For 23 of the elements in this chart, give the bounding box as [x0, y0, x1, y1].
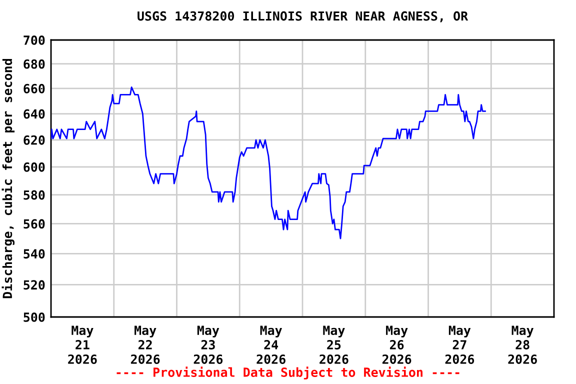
chart-title: USGS 14378200 ILLINOIS RIVER NEAR AGNESS, OR	[138, 11, 468, 22]
line-series	[51, 86, 486, 240]
y-tick-label: 700	[24, 35, 45, 45]
x-tick-label: May 24 2026	[256, 326, 286, 364]
x-tick-label: May 26 2026	[382, 326, 412, 364]
y-tick-label: 680	[24, 59, 45, 69]
text: ---- Provisional Data Subject to Revision ----	[116, 366, 460, 380]
y-tick-label: 540	[24, 249, 45, 259]
y-tick-label: 620	[24, 135, 45, 145]
x-tick-label: May 25 2026	[320, 326, 348, 364]
y-tick-label: 640	[24, 109, 45, 119]
x-tick-label: May 28 2026	[508, 326, 537, 364]
y-axis-title: Discharge, cubic feet per second	[2, 59, 15, 298]
y-tick-label: 600	[24, 162, 45, 172]
y-tick-label: 560	[24, 219, 45, 229]
x-tick-label: May 22 2026	[130, 326, 160, 364]
y-tick-label: 580	[24, 190, 45, 200]
y-tick-label: 500	[24, 312, 45, 322]
x-tick-label: May 27 2026	[445, 326, 474, 364]
x-tick-label: May 21 2026	[68, 326, 97, 364]
x-tick-label: May 23 2026	[194, 326, 223, 364]
y-tick-label: 520	[24, 280, 45, 290]
y-tick-label: 660	[24, 84, 45, 94]
